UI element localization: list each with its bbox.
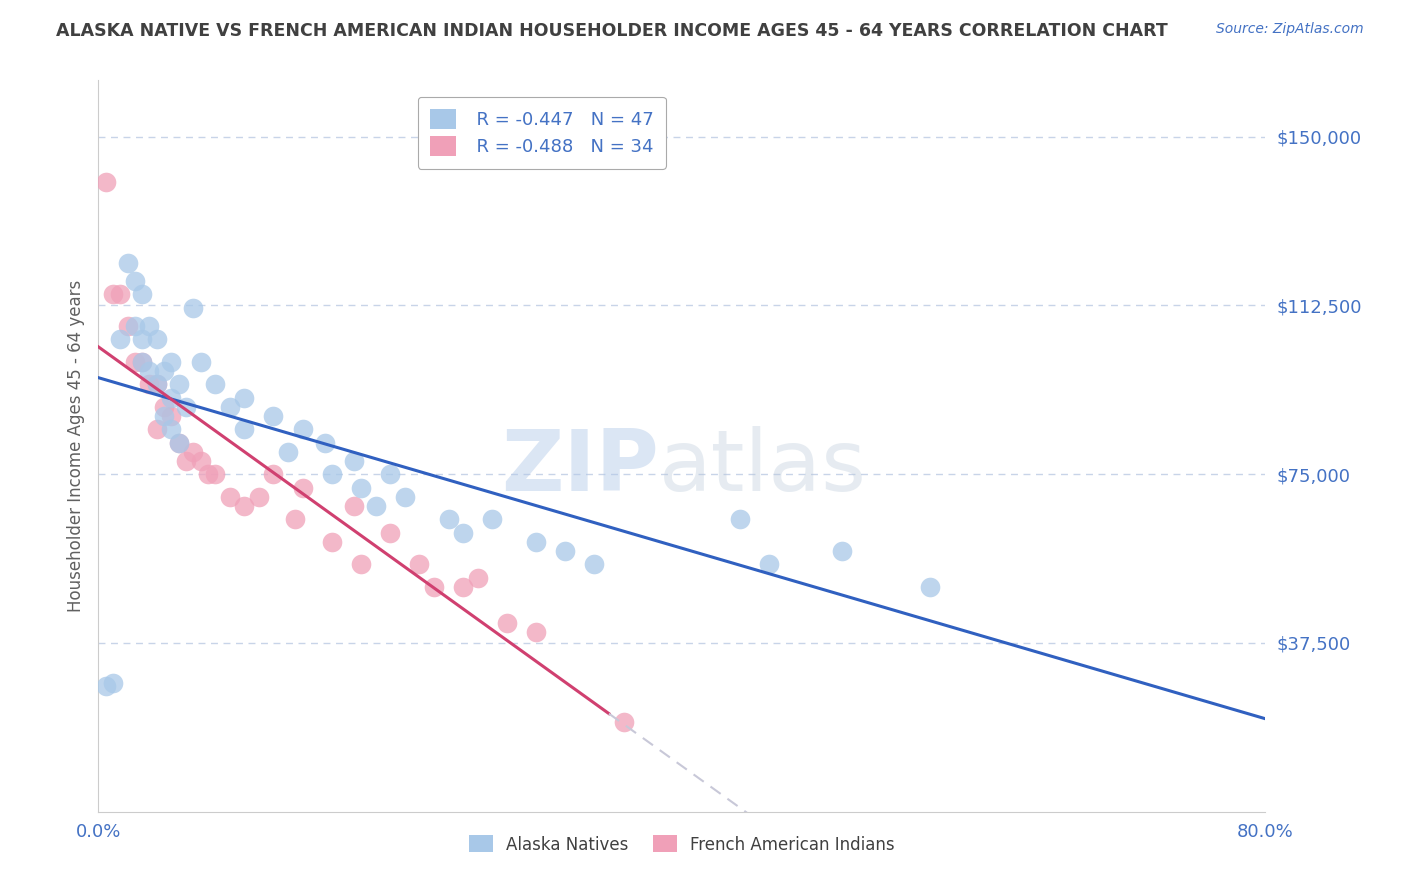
Point — [262, 409, 284, 423]
Point — [451, 580, 474, 594]
Point — [131, 354, 153, 368]
Point — [233, 422, 256, 436]
Point — [831, 543, 853, 558]
Point — [124, 354, 146, 368]
Point — [467, 571, 489, 585]
Point — [190, 453, 212, 467]
Point — [138, 377, 160, 392]
Point — [918, 580, 941, 594]
Text: ALASKA NATIVE VS FRENCH AMERICAN INDIAN HOUSEHOLDER INCOME AGES 45 - 64 YEARS CO: ALASKA NATIVE VS FRENCH AMERICAN INDIAN … — [56, 22, 1168, 40]
Point — [160, 422, 183, 436]
Text: ZIP: ZIP — [501, 426, 658, 509]
Text: atlas: atlas — [658, 426, 866, 509]
Point — [160, 409, 183, 423]
Point — [204, 377, 226, 392]
Point — [314, 435, 336, 450]
Point — [380, 467, 402, 482]
Point — [146, 422, 169, 436]
Point — [758, 557, 780, 571]
Point — [350, 557, 373, 571]
Point — [321, 534, 343, 549]
Point — [160, 391, 183, 405]
Point — [94, 679, 117, 693]
Point — [167, 377, 190, 392]
Point — [181, 444, 204, 458]
Y-axis label: Householder Income Ages 45 - 64 years: Householder Income Ages 45 - 64 years — [66, 280, 84, 612]
Point — [153, 400, 176, 414]
Point — [524, 624, 547, 639]
Point — [583, 557, 606, 571]
Point — [174, 453, 197, 467]
Point — [364, 499, 387, 513]
Point — [167, 435, 190, 450]
Point — [197, 467, 219, 482]
Point — [423, 580, 446, 594]
Point — [117, 255, 139, 269]
Point — [554, 543, 576, 558]
Point — [153, 363, 176, 377]
Point — [496, 615, 519, 630]
Point — [380, 525, 402, 540]
Point — [146, 377, 169, 392]
Point — [124, 274, 146, 288]
Point — [218, 400, 240, 414]
Point — [117, 318, 139, 333]
Point — [146, 377, 169, 392]
Point — [204, 467, 226, 482]
Point — [124, 318, 146, 333]
Point — [138, 363, 160, 377]
Point — [131, 354, 153, 368]
Point — [394, 490, 416, 504]
Point — [612, 714, 634, 729]
Point — [131, 332, 153, 346]
Point — [233, 391, 256, 405]
Point — [110, 287, 132, 301]
Point — [730, 512, 752, 526]
Point — [110, 332, 132, 346]
Point — [343, 499, 366, 513]
Point — [350, 481, 373, 495]
Point — [167, 435, 190, 450]
Point — [131, 287, 153, 301]
Point — [451, 525, 474, 540]
Point — [481, 512, 503, 526]
Point — [524, 534, 547, 549]
Point — [291, 481, 314, 495]
Point — [94, 175, 117, 189]
Point — [321, 467, 343, 482]
Point — [190, 354, 212, 368]
Point — [408, 557, 430, 571]
Point — [153, 409, 176, 423]
Point — [247, 490, 270, 504]
Point — [181, 301, 204, 315]
Point — [138, 318, 160, 333]
Point — [174, 400, 197, 414]
Point — [291, 422, 314, 436]
Point — [343, 453, 366, 467]
Point — [218, 490, 240, 504]
Legend: Alaska Natives, French American Indians: Alaska Natives, French American Indians — [461, 827, 903, 862]
Point — [284, 512, 307, 526]
Point — [233, 499, 256, 513]
Point — [101, 676, 124, 690]
Point — [160, 354, 183, 368]
Point — [262, 467, 284, 482]
Point — [437, 512, 460, 526]
Point — [146, 332, 169, 346]
Point — [101, 287, 124, 301]
Point — [277, 444, 299, 458]
Text: Source: ZipAtlas.com: Source: ZipAtlas.com — [1216, 22, 1364, 37]
